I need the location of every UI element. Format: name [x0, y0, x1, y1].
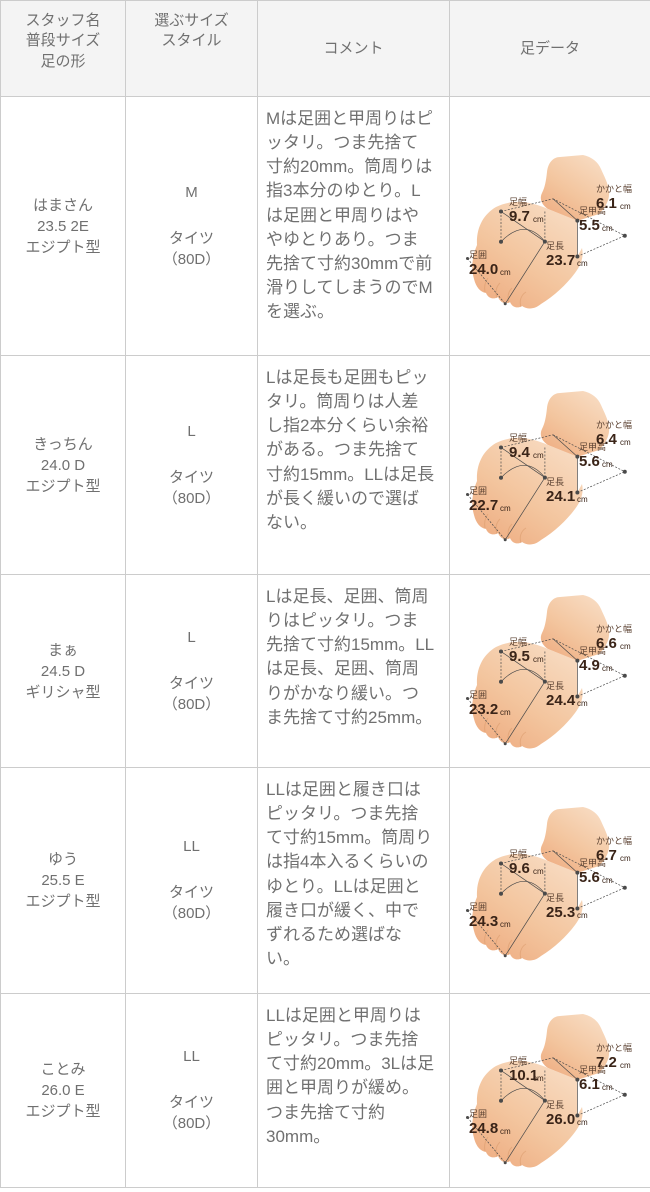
svg-text:24.0: 24.0	[469, 261, 498, 278]
svg-text:足幅: 足幅	[509, 196, 527, 207]
svg-text:足幅: 足幅	[509, 432, 527, 443]
svg-text:cm: cm	[577, 699, 588, 708]
svg-text:足囲: 足囲	[469, 250, 487, 260]
svg-text:cm: cm	[620, 1061, 631, 1070]
svg-text:9.4: 9.4	[509, 444, 531, 461]
svg-text:cm: cm	[602, 224, 613, 233]
svg-text:6.1: 6.1	[579, 1076, 600, 1093]
svg-text:cm: cm	[500, 1127, 511, 1136]
svg-text:24.1: 24.1	[546, 488, 575, 505]
svg-text:22.7: 22.7	[469, 497, 498, 514]
svg-text:26.0: 26.0	[546, 1111, 575, 1128]
svg-text:9.6: 9.6	[509, 860, 530, 877]
svg-text:cm: cm	[577, 1118, 588, 1127]
svg-text:足幅: 足幅	[509, 636, 527, 647]
svg-text:かかと幅: かかと幅	[596, 419, 632, 430]
svg-text:cm: cm	[533, 1074, 544, 1083]
svg-text:5.6: 5.6	[579, 453, 600, 470]
svg-text:7.2: 7.2	[596, 1054, 617, 1071]
svg-text:24.3: 24.3	[469, 913, 498, 930]
svg-text:足長: 足長	[546, 1100, 564, 1110]
svg-text:cm: cm	[500, 708, 511, 717]
svg-text:cm: cm	[577, 259, 588, 268]
svg-text:cm: cm	[602, 664, 613, 673]
svg-text:足囲: 足囲	[469, 486, 487, 496]
svg-text:足長: 足長	[546, 477, 564, 487]
svg-text:cm: cm	[620, 854, 631, 863]
svg-text:4.9: 4.9	[579, 657, 600, 674]
svg-text:5.5: 5.5	[579, 217, 600, 234]
svg-text:足長: 足長	[546, 681, 564, 691]
svg-text:足長: 足長	[546, 893, 564, 903]
svg-text:cm: cm	[500, 268, 511, 277]
svg-text:かかと幅: かかと幅	[596, 1042, 632, 1053]
svg-text:23.2: 23.2	[469, 701, 498, 718]
svg-text:かかと幅: かかと幅	[596, 835, 632, 846]
svg-text:cm: cm	[577, 495, 588, 504]
svg-text:足囲: 足囲	[469, 902, 487, 912]
svg-text:足長: 足長	[546, 241, 564, 251]
svg-text:cm: cm	[620, 202, 631, 211]
svg-text:cm: cm	[500, 504, 511, 513]
svg-text:足幅: 足幅	[509, 848, 527, 859]
svg-text:cm: cm	[577, 911, 588, 920]
svg-text:足幅: 足幅	[509, 1055, 527, 1066]
svg-text:9.7: 9.7	[509, 208, 530, 225]
svg-text:足囲: 足囲	[469, 690, 487, 700]
svg-text:cm: cm	[620, 642, 631, 651]
svg-text:6.1: 6.1	[596, 195, 617, 212]
svg-text:cm: cm	[602, 460, 613, 469]
svg-text:足囲: 足囲	[469, 1109, 487, 1119]
svg-text:6.4: 6.4	[596, 431, 618, 448]
svg-text:cm: cm	[533, 867, 544, 876]
svg-text:cm: cm	[533, 655, 544, 664]
svg-text:cm: cm	[533, 215, 544, 224]
svg-text:6.7: 6.7	[596, 847, 617, 864]
svg-text:23.7: 23.7	[546, 252, 575, 269]
svg-text:cm: cm	[620, 438, 631, 447]
svg-text:cm: cm	[602, 876, 613, 885]
svg-text:cm: cm	[533, 451, 544, 460]
svg-text:cm: cm	[500, 920, 511, 929]
svg-text:25.3: 25.3	[546, 904, 575, 921]
svg-text:5.6: 5.6	[579, 869, 600, 886]
svg-text:かかと幅: かかと幅	[596, 623, 632, 634]
svg-text:かかと幅: かかと幅	[596, 183, 632, 194]
svg-text:24.8: 24.8	[469, 1120, 498, 1137]
svg-text:cm: cm	[602, 1083, 613, 1092]
svg-text:24.4: 24.4	[546, 692, 576, 709]
svg-text:9.5: 9.5	[509, 648, 530, 665]
svg-text:6.6: 6.6	[596, 635, 617, 652]
